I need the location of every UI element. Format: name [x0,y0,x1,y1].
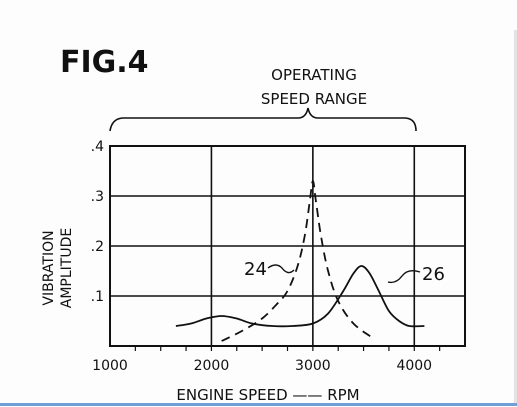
operating-range-brace [109,107,417,132]
y-axis-label-line2: AMPLITUDE [59,228,75,308]
series-lines: 24 26 [175,180,445,342]
y-tick-label: .4 [91,139,104,155]
y-tick-label: .1 [91,289,104,305]
x-tick-label: 1000 [92,358,128,374]
y-axis-title: VIBRATION AMPLITUDE [41,228,75,308]
series-leader-24 [267,264,295,274]
series-line-24 [221,180,375,342]
y-axis-label-line1: VIBRATION [41,230,57,305]
bottom-rule [0,403,517,406]
series-label-26: 26 [422,264,445,285]
y-tick-label: .2 [91,239,104,255]
operating-range-label-line1: OPERATING [271,66,357,84]
x-axis-label: ENGINE SPEED —— RPM [176,386,359,404]
figure-label: FIG.4 [60,45,149,80]
x-tick-label: 4000 [396,358,432,374]
series-line-26 [175,265,425,328]
x-tick-label: 2000 [194,358,230,374]
series-leader-26 [387,269,421,284]
axis-ticks: 1000 2000 3000 4000 .1 .2 .3 .4 [91,139,441,374]
grid [109,145,466,347]
operating-range-label-line2: SPEED RANGE [261,90,367,108]
y-tick-label: .3 [91,189,104,205]
side-rule [514,30,517,403]
series-label-24: 24 [244,259,267,280]
x-tick-label: 3000 [295,358,331,374]
